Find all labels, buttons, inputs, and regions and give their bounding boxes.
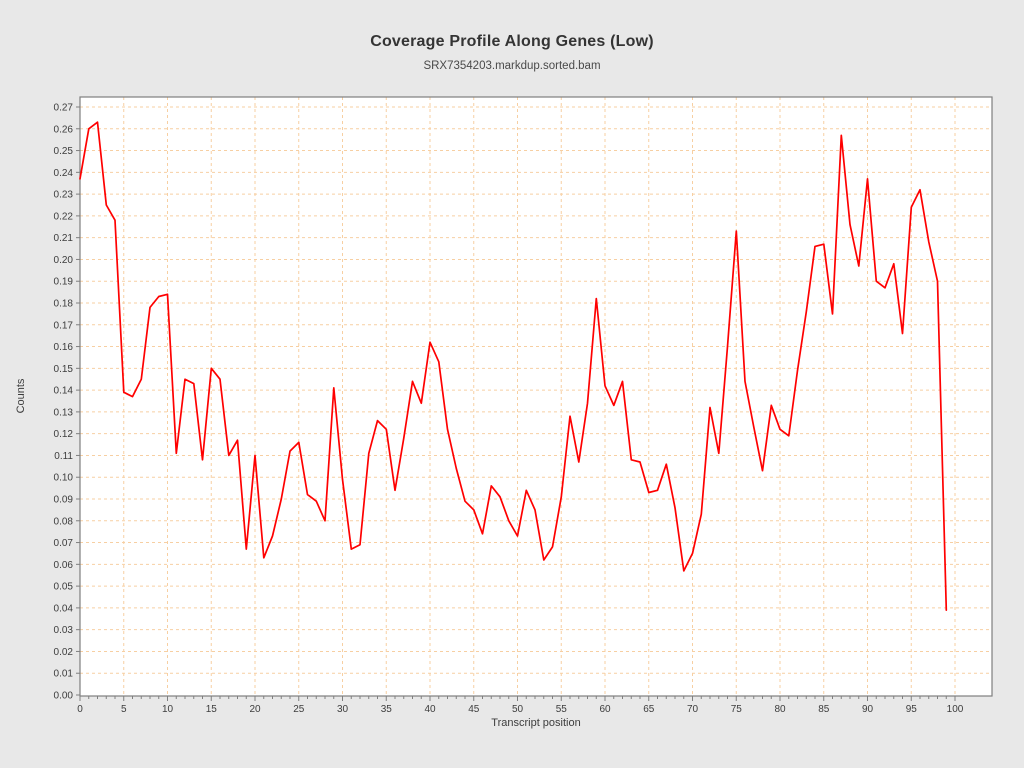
y-tick-label: 0.08 xyxy=(54,516,74,527)
y-tick-label: 0.13 xyxy=(54,407,74,418)
x-axis-title: Transcript position xyxy=(491,717,581,729)
y-tick-label: 0.02 xyxy=(54,647,74,658)
x-tick-label: 15 xyxy=(206,704,218,715)
x-tick-label: 55 xyxy=(556,704,568,715)
x-tick-label: 45 xyxy=(468,704,480,715)
y-tick-label: 0.00 xyxy=(54,691,74,702)
x-tick-label: 65 xyxy=(643,704,655,715)
y-tick-label: 0.05 xyxy=(54,582,74,593)
coverage-line xyxy=(79,121,948,611)
x-tick-label: 75 xyxy=(731,704,743,715)
x-tick-label: 30 xyxy=(337,704,349,715)
y-tick-label: 0.01 xyxy=(54,669,74,680)
y-axis-ticks: 0.00 0.01 0.02 0.03 0.04 0.05 0.06 0.07 0.08 0.09… xyxy=(54,103,80,702)
x-tick-label: 70 xyxy=(687,704,699,715)
y-tick-label: 0.12 xyxy=(54,429,74,440)
x-tick-label: 25 xyxy=(293,704,305,715)
y-tick-label: 0.21 xyxy=(54,233,74,244)
plot-background xyxy=(80,97,992,696)
x-tick-label: 60 xyxy=(599,704,611,715)
y-tick-label: 0.17 xyxy=(54,320,74,331)
plot-frame xyxy=(79,96,993,697)
y-tick-label: 0.10 xyxy=(54,473,74,484)
y-tick-label: 0.07 xyxy=(54,538,74,549)
y-tick-label: 0.04 xyxy=(54,603,74,614)
y-tick-label: 0.16 xyxy=(54,342,74,353)
x-tick-label: 90 xyxy=(862,704,874,715)
x-tick-label: 20 xyxy=(249,704,261,715)
y-tick-label: 0.26 xyxy=(54,124,74,135)
x-tick-label: 10 xyxy=(162,704,174,715)
y-tick-label: 0.22 xyxy=(54,211,74,222)
x-tick-label: 85 xyxy=(818,704,830,715)
y-tick-label: 0.09 xyxy=(54,495,74,506)
y-tick-label: 0.15 xyxy=(54,364,74,375)
y-tick-label: 0.27 xyxy=(54,103,74,114)
y-tick-label: 0.19 xyxy=(54,277,74,288)
x-tick-label: 50 xyxy=(512,704,524,715)
x-tick-label: 80 xyxy=(774,704,786,715)
y-tick-label: 0.14 xyxy=(54,386,74,397)
grid-lines xyxy=(80,97,992,696)
y-tick-label: 0.11 xyxy=(54,451,73,462)
chart-subtitle: SRX7354203.markdup.sorted.bam xyxy=(423,60,601,72)
x-tick-label: 35 xyxy=(381,704,393,715)
y-tick-label: 0.20 xyxy=(54,255,74,266)
y-tick-label: 0.03 xyxy=(54,625,74,636)
y-tick-label: 0.23 xyxy=(54,190,74,201)
x-tick-label: 95 xyxy=(906,704,918,715)
y-tick-label: 0.06 xyxy=(54,560,74,571)
chart-title: Coverage Profile Along Genes (Low) xyxy=(370,33,654,50)
y-tick-label: 0.25 xyxy=(54,146,74,157)
x-tick-label: 100 xyxy=(947,704,964,715)
x-tick-label: 5 xyxy=(121,704,127,715)
x-tick-label: 0 xyxy=(77,704,83,715)
y-tick-label: 0.18 xyxy=(54,299,74,310)
x-tick-label: 40 xyxy=(424,704,436,715)
x-axis-ticks: 0 5 10 15 20 25 30 35 40 45 50 55 60 65 70 75 80 85 90 95 10… xyxy=(77,696,964,715)
y-tick-label: 0.24 xyxy=(54,168,74,179)
